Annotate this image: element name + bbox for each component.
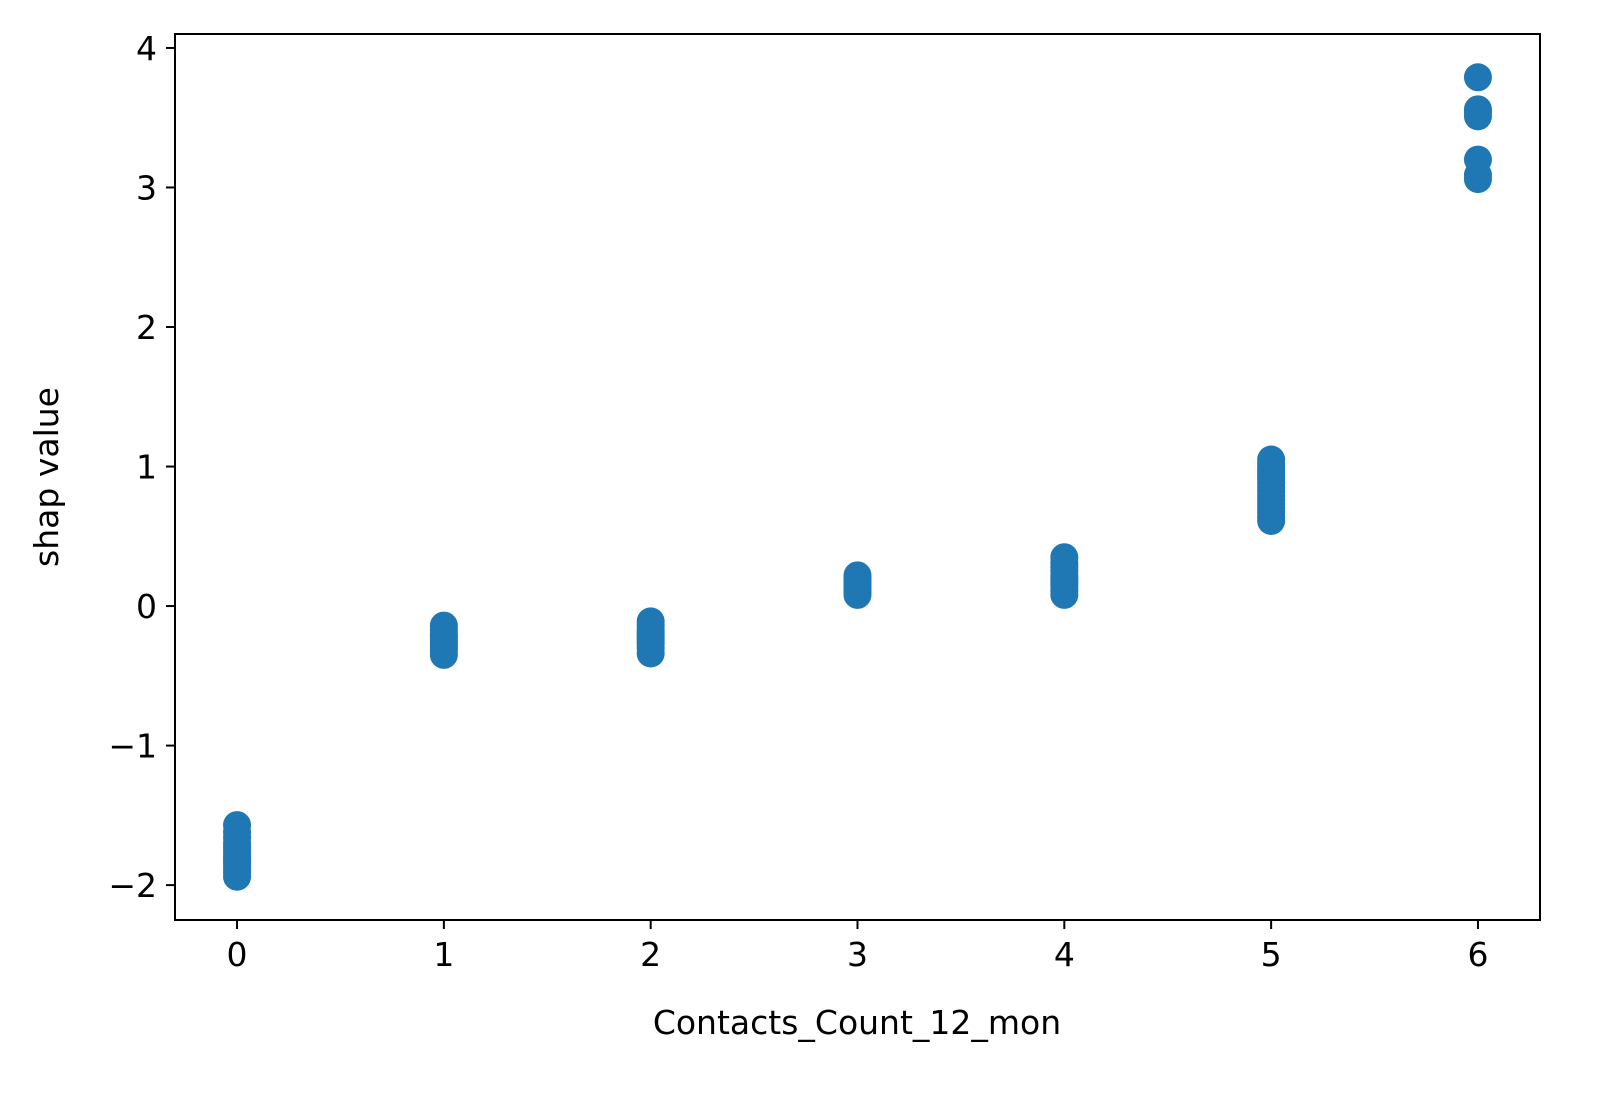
data-point [1463, 95, 1492, 124]
data-point [429, 640, 458, 669]
x-axis-ticks: 0 1 2 3 4 5 6 [227, 920, 1488, 974]
y-tick-label: 3 [136, 168, 157, 207]
x-tick-label: 2 [640, 935, 661, 974]
data-point [1050, 543, 1079, 572]
x-tick-label: 5 [1261, 935, 1282, 974]
data-point [1463, 145, 1492, 174]
y-tick-label: 0 [136, 587, 157, 626]
data-point [1463, 63, 1492, 92]
x-tick-label: 6 [1467, 935, 1488, 974]
data-point [843, 561, 872, 590]
y-tick-label: −1 [108, 727, 157, 766]
data-point [636, 639, 665, 668]
y-axis-ticks: −2 −1 0 1 2 3 4 [108, 29, 175, 905]
x-tick-label: 4 [1054, 935, 1075, 974]
y-tick-label: 2 [136, 308, 157, 347]
x-tick-label: 1 [433, 935, 454, 974]
x-tick-label: 3 [847, 935, 868, 974]
y-tick-label: −2 [108, 866, 157, 905]
data-point [223, 862, 252, 891]
data-point [1257, 445, 1286, 474]
x-axis-label: Contacts_Count_12_mon [653, 1003, 1061, 1042]
x-tick-label: 0 [227, 935, 248, 974]
y-tick-label: 1 [136, 448, 157, 487]
y-axis-label: shap value [27, 387, 66, 567]
y-tick-label: 4 [136, 29, 157, 68]
data-points [223, 63, 1492, 891]
